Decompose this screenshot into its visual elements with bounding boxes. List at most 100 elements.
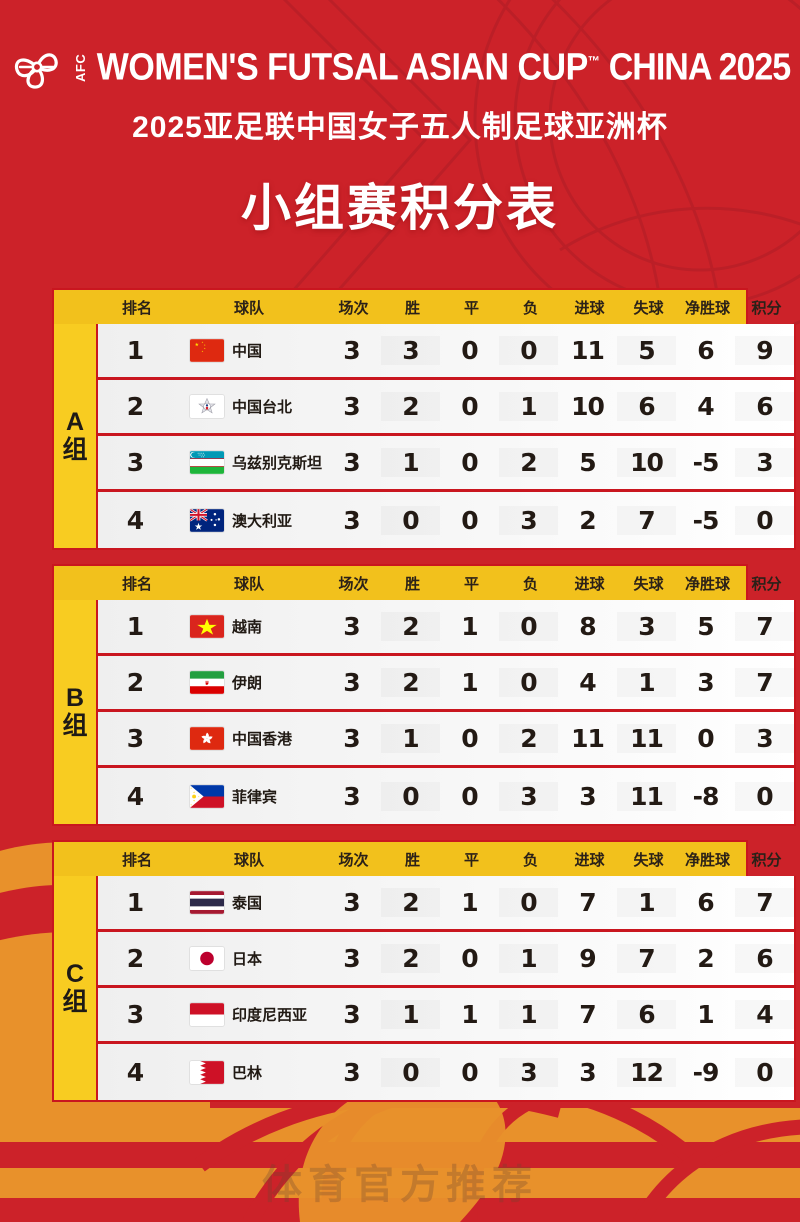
- w-value: 2: [402, 888, 419, 917]
- table-row[interactable]: 3 中国香港 3 1 0 2 11 11 0 3: [98, 712, 794, 768]
- cell-team[interactable]: 中国香港: [172, 727, 322, 750]
- cell-w: 2: [381, 612, 440, 641]
- table-row[interactable]: 1 越南 3 2 1 0 8 3 5 7: [98, 600, 794, 656]
- cell-team[interactable]: 菲律宾: [172, 784, 322, 808]
- w-value: 0: [402, 781, 419, 811]
- cell-gd: -5: [676, 448, 735, 477]
- column-header-gf: 进球: [574, 851, 605, 869]
- cell-gf: 2: [558, 506, 617, 535]
- cell-gd: 3: [676, 668, 735, 697]
- standings-groups: 排名 球队 场次胜平负进球 失球 净胜球 积分 A 组 1 中国 3 3 0 0 11 5 6 9 2 中国台北 3 2 0…: [52, 288, 796, 1116]
- flag-indonesia-icon: [190, 1003, 224, 1026]
- cell-ga: 1: [617, 888, 676, 917]
- cell-w: 0: [381, 506, 440, 535]
- cell-team[interactable]: 巴林: [172, 1060, 322, 1084]
- table-row[interactable]: 1 中国 3 3 0 0 11 5 6 9: [98, 324, 794, 380]
- ga-value: 11: [630, 724, 664, 753]
- rank-value: 2: [126, 392, 144, 421]
- table-row[interactable]: 3 印度尼西亚 3 1 1 1 7 6 1 4: [98, 988, 794, 1044]
- table-row[interactable]: 4 巴林 3 0 0 3 3 12 -9 0: [98, 1044, 794, 1100]
- cell-mp: 3: [322, 724, 381, 753]
- cell-team[interactable]: 越南: [172, 615, 322, 638]
- cell-team[interactable]: 澳大利亚: [172, 508, 322, 532]
- ga-value: 7: [638, 505, 655, 535]
- cell-pts: 3: [735, 724, 794, 753]
- cell-w: 1: [381, 724, 440, 753]
- ga-value: 11: [630, 781, 664, 811]
- column-header-ga: 失球: [633, 851, 664, 869]
- cell-pts: 9: [735, 336, 794, 365]
- table-row[interactable]: 3 乌兹别克斯坦 3 1 0 2 5 10 -5 3: [98, 436, 794, 492]
- column-header-pts: 积分: [751, 575, 782, 593]
- gf-value: 5: [579, 448, 596, 477]
- column-header-l: 负: [522, 299, 538, 317]
- event-branding: AFC WOMEN'S FUTSAL ASIAN CUP™ CHINA 2025…: [0, 42, 800, 146]
- cell-rank: 2: [98, 392, 172, 421]
- cell-d: 0: [440, 1058, 499, 1087]
- rank-value: 2: [126, 668, 144, 697]
- cell-gd: -5: [676, 506, 735, 535]
- cell-team[interactable]: 泰国: [172, 891, 322, 914]
- d-value: 0: [461, 944, 478, 973]
- cell-gf: 7: [558, 888, 617, 917]
- ga-value: 3: [638, 612, 655, 641]
- flag-hong-kong-icon: [190, 727, 224, 750]
- wordmark-host: CHINA 2025: [608, 45, 791, 89]
- cell-rank: 3: [98, 448, 172, 477]
- cell-gf: 3: [558, 782, 617, 811]
- l-value: 0: [520, 612, 537, 641]
- ga-value: 7: [638, 944, 655, 973]
- table-row[interactable]: 2 中国台北 3 2 0 1 10 6 4 6: [98, 380, 794, 436]
- column-header-w: 胜: [404, 299, 420, 317]
- cell-team[interactable]: 中国台北: [172, 395, 322, 418]
- table-row[interactable]: 4 澳大利亚 3 0 0 3 2 7 -5 0: [98, 492, 794, 548]
- table-row[interactable]: 4 菲律宾 3 0 0 3 3 11 -8 0: [98, 768, 794, 824]
- group-word: 组: [62, 436, 88, 464]
- cell-team[interactable]: 中国: [172, 339, 322, 362]
- cell-w: 0: [381, 1058, 440, 1087]
- cell-mp: 3: [322, 668, 381, 697]
- cell-gf: 7: [558, 1000, 617, 1029]
- table-row[interactable]: 2 伊朗 3 2 1 0 4 1 3 7: [98, 656, 794, 712]
- cell-team[interactable]: 乌兹别克斯坦: [172, 451, 322, 474]
- gd-value: 1: [697, 1000, 714, 1029]
- cell-d: 1: [440, 1000, 499, 1029]
- cell-l: 0: [499, 336, 558, 365]
- ga-value: 1: [638, 668, 655, 697]
- column-header-rank: 排名: [121, 575, 152, 593]
- d-value: 0: [461, 392, 478, 421]
- cell-team[interactable]: 伊朗: [172, 671, 322, 694]
- l-value: 3: [520, 781, 537, 811]
- w-value: 0: [402, 1057, 419, 1087]
- standings-rows: 1 越南 3 2 1 0 8 3 5 7 2 伊朗 3 2 1 0 4 1 3 7 3 中国香港 3 1 0 2 11 11 0 3 4 菲律…: [98, 600, 796, 826]
- cell-mp: 3: [322, 1058, 381, 1087]
- column-header-d: 平: [463, 299, 479, 317]
- column-header-ga: 失球: [633, 575, 664, 593]
- gd-value: -5: [692, 505, 720, 535]
- pts-value: 0: [756, 1057, 773, 1087]
- cell-team[interactable]: 印度尼西亚: [172, 1003, 322, 1026]
- column-header-ga: 失球: [633, 299, 664, 317]
- watermark-text: 体育官方推荐: [262, 1163, 538, 1207]
- group-body: B 组 1 越南 3 2 1 0 8 3 5 7 2 伊朗 3 2 1 0 4 1 3 7 3 中国香港 3 1 0 2 11 11 0 3 4…: [52, 600, 796, 826]
- cell-ga: 6: [617, 392, 676, 421]
- table-row[interactable]: 1 泰国 3 2 1 0 7 1 6 7: [98, 876, 794, 932]
- column-header-pts: 积分: [751, 299, 782, 317]
- column-header-pts: 积分: [751, 851, 782, 869]
- d-value: 0: [461, 336, 478, 365]
- cell-l: 3: [499, 782, 558, 811]
- team-name: 日本: [232, 951, 263, 968]
- column-header-team: 球队: [233, 299, 264, 317]
- l-value: 1: [520, 392, 537, 421]
- event-subtitle-cn: 2025亚足联中国女子五人制足球亚洲杯: [132, 111, 668, 144]
- cell-l: 3: [499, 1058, 558, 1087]
- mp-value: 3: [343, 944, 360, 973]
- cell-mp: 3: [322, 392, 381, 421]
- cell-team[interactable]: 日本: [172, 947, 322, 970]
- cell-d: 1: [440, 612, 499, 641]
- mp-value: 3: [343, 1057, 360, 1087]
- cell-mp: 3: [322, 336, 381, 365]
- cell-gf: 5: [558, 448, 617, 477]
- table-row[interactable]: 2 日本 3 2 0 1 9 7 2 6: [98, 932, 794, 988]
